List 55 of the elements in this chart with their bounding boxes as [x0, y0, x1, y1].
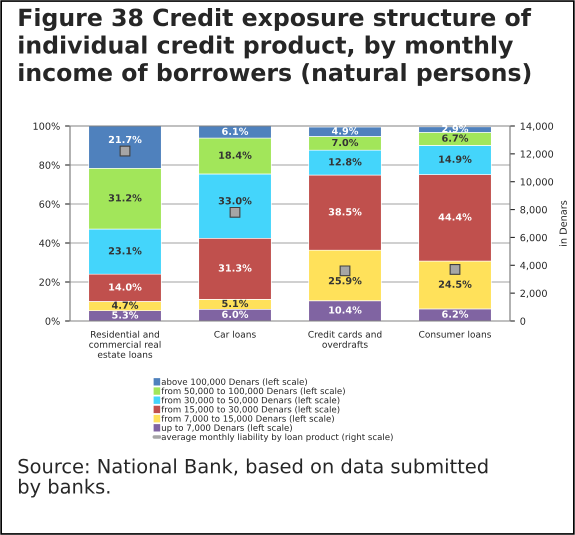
source-note: Source: National Bank, based on data submitted by banks. [18, 458, 488, 498]
data-label: 31.3% [218, 264, 252, 272]
data-label: 5.1% [222, 300, 248, 308]
point [340, 265, 350, 276]
data-label: 44.4% [438, 213, 472, 221]
legend-label: from 7,000 to 15,000 Denars (left scale) [161, 415, 334, 423]
legend-label: from 50,000 to 100,000 Denars (left scale) [161, 388, 345, 396]
data-label: 14.9% [439, 155, 472, 163]
data-label: 21.7% [108, 136, 142, 144]
y2-axis-title: in Denars [559, 200, 567, 246]
data-label: 6.2% [442, 310, 468, 318]
data-label: 6.7% [442, 134, 468, 142]
y2-tick-label: 4,000 [520, 262, 547, 270]
data-label: 14.0% [109, 283, 142, 291]
data-label: 23.1% [108, 247, 142, 254]
data-label: 33.0% [218, 197, 252, 204]
data-label: 5.3% [112, 311, 138, 319]
x-tick-label: Credit cards and overdrafts [308, 330, 382, 348]
legend-label: above 100,000 Denars (left scale) [162, 378, 307, 386]
y2-tick-label: 12,000 [520, 150, 554, 159]
legend-label: from 15,000 to 30,000 Denars (left scale) [161, 406, 340, 414]
data-label: 38.5% [328, 208, 362, 216]
y-tick-label: 0% [45, 317, 60, 325]
data-label: 24.5% [438, 280, 472, 288]
legend-label: from 30,000 to 50,000 Denars (left scale) [161, 396, 340, 404]
y2-tick-label: 2,000 [520, 290, 547, 298]
y-tick-label: 20% [39, 278, 60, 286]
data-label: 6.1% [222, 128, 248, 135]
data-label: 31.2% [108, 194, 142, 202]
data-label: 4.9% [332, 127, 358, 135]
y-tick-label: 100% [34, 122, 60, 130]
data-label: 4.7% [112, 302, 138, 309]
y2-tick-label: 10,000 [520, 178, 554, 187]
y-tick-label: 60% [39, 200, 60, 208]
x-tick-label: Car loans [214, 330, 256, 338]
y-tick-label: 80% [39, 161, 60, 169]
data-label: 18.4% [219, 151, 252, 159]
point [230, 206, 240, 218]
chart-title: Figure 38 Credit exposure structure of individual credit product, by monthly income of borrowers (natural persons) [19, 8, 532, 86]
legend-label: up to 7,000 Denars (left scale) [162, 424, 292, 433]
x-tick-label: Consumer loans [419, 330, 492, 338]
data-label: 25.9% [328, 277, 362, 284]
point [450, 264, 460, 275]
y2-tick-label: 8,000 [520, 206, 547, 214]
y-tick-label: 40% [39, 239, 60, 247]
y2-tick-label: 0 [520, 317, 526, 325]
data-label: 6.0% [222, 310, 248, 318]
point [120, 146, 130, 156]
data-label: 12.8% [329, 158, 362, 166]
y2-tick-label: 6,000 [520, 234, 547, 242]
data-label: 10.4% [329, 306, 362, 314]
data-label: 7.0% [332, 138, 358, 146]
legend-label: average monthly liability by loan product (right scale) [162, 433, 393, 442]
y2-tick-label: 14,000 [520, 122, 554, 131]
x-tick-label: Residential and commercial real estate loans [89, 330, 160, 358]
